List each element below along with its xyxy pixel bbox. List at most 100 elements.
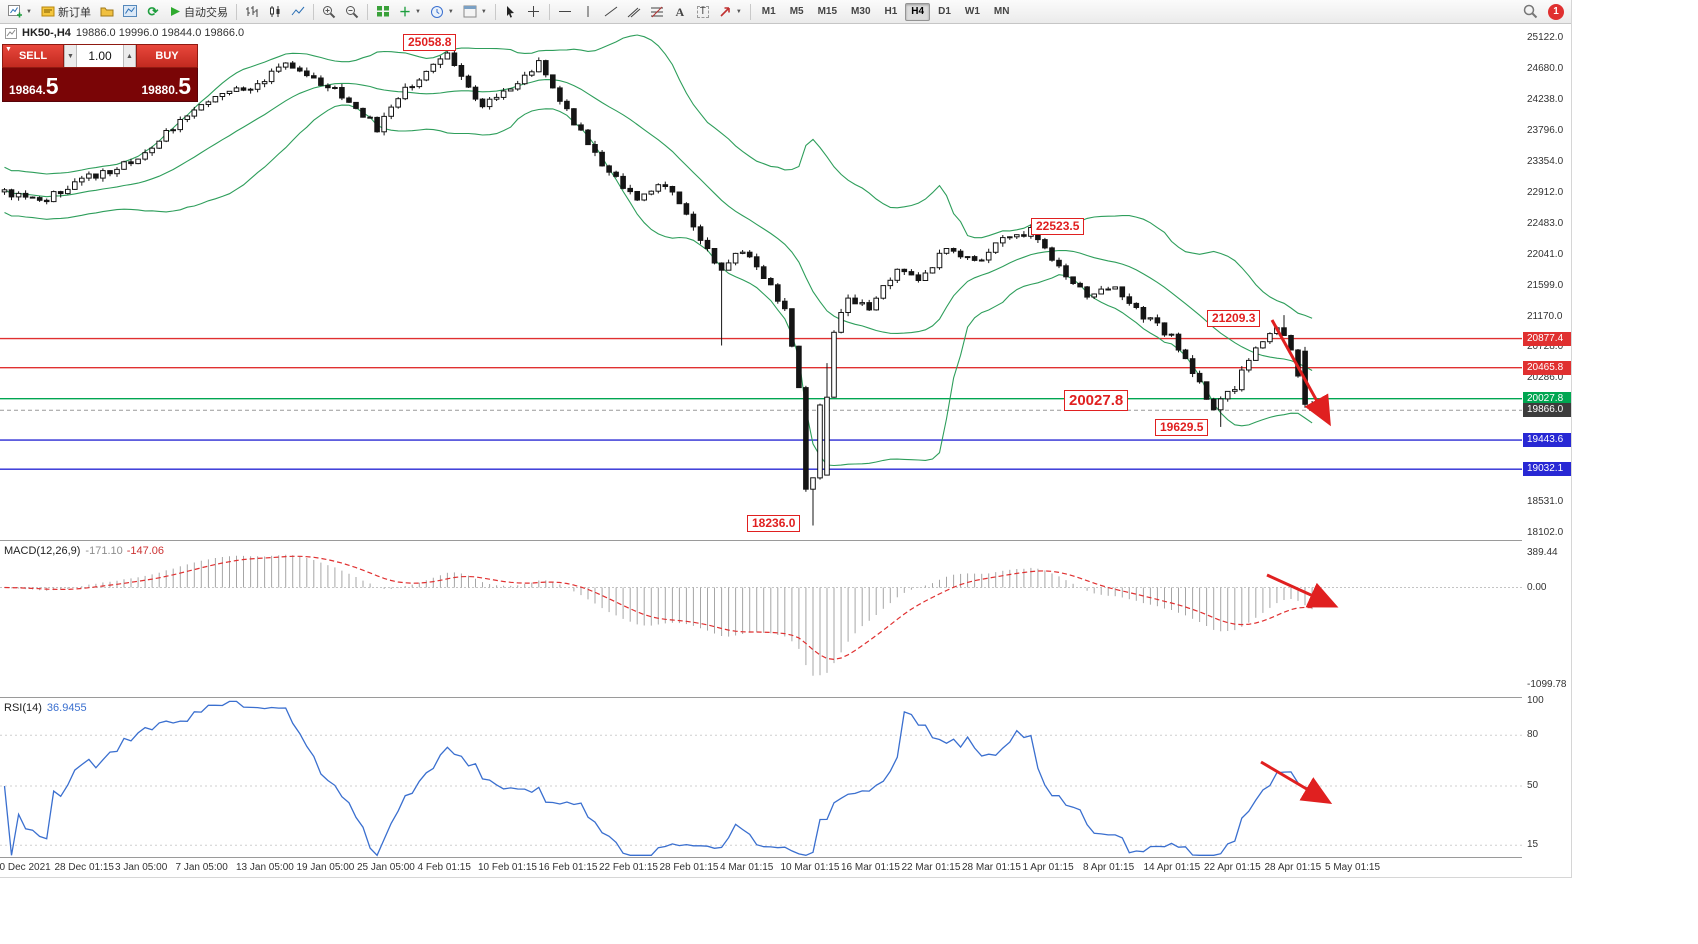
channel-button[interactable] [623, 2, 645, 22]
autotrading-label: 自动交易 [183, 6, 228, 19]
crosshair-icon [528, 6, 540, 17]
collapse-panel-icon[interactable]: ▼ [5, 46, 12, 53]
tile-windows-button[interactable] [372, 2, 394, 22]
notifications-badge[interactable]: 1 [1548, 3, 1564, 20]
autotrading-button[interactable]: 自动交易 [165, 2, 232, 22]
timeframe-button-m30[interactable]: M30 [851, 6, 871, 17]
price-axis[interactable]: 25122.0 24680.0 24238.0 23796.0 23354.0 22912… [1522, 24, 1571, 858]
time-label: 3 Jan 05:00 [115, 862, 168, 873]
price-axis-tick: 20728.0 [1527, 341, 1564, 353]
timeframe-button-m1[interactable]: M1 [761, 6, 776, 17]
price-label-annotation[interactable]: 22523.5 [1031, 218, 1085, 235]
arrows-tool-button[interactable]: ▼ [715, 2, 746, 22]
cursor-icon [507, 6, 515, 18]
volume-input[interactable]: 1.00 [88, 49, 112, 63]
folder-icon [100, 7, 114, 17]
timeframe-button-m15[interactable]: M15 [817, 6, 838, 17]
timeframe-button-h4[interactable]: H4 [905, 2, 931, 21]
new-order-button[interactable]: 新订单 [37, 2, 95, 22]
zoom-out-button[interactable] [341, 2, 363, 22]
price-label-annotation[interactable]: 19629.5 [1155, 419, 1209, 436]
time-label: 16 Mar 01:15 [841, 862, 900, 873]
chevron-down-icon: ▼ [414, 8, 421, 15]
refresh-button[interactable]: ⟳ [142, 2, 164, 22]
label-button[interactable]: T [692, 2, 714, 22]
time-label: 16 Feb 01:15 [538, 862, 598, 873]
price-label-annotation[interactable]: 25058.8 [403, 34, 457, 51]
crosshair-button[interactable] [523, 2, 545, 22]
time-label: 10 Mar 01:15 [780, 862, 840, 873]
price-axis-tick: 22912.0 [1527, 186, 1564, 198]
macd-panel-canvas[interactable] [0, 541, 1522, 697]
vertical-line-icon [587, 6, 589, 17]
time-label: 4 Mar 01:15 [720, 862, 774, 873]
volume-decrease-button[interactable]: ▼ [64, 45, 77, 67]
play-icon [170, 7, 180, 16]
sell-price[interactable]: 19864.5 [9, 73, 59, 99]
line-chart-button[interactable] [287, 2, 309, 22]
new-chart-button[interactable]: ▼ [4, 2, 36, 22]
rsi-label: RSI(14) 36.9455 [4, 702, 87, 714]
bar-chart-button[interactable] [241, 2, 263, 22]
sell-label: SELL [18, 50, 48, 62]
timeframe-button-mn[interactable]: MN [993, 6, 1010, 17]
buy-price[interactable]: 19880.5 [141, 73, 192, 99]
templates-button[interactable]: ▼ [459, 2, 491, 22]
main-chart-canvas[interactable] [0, 24, 1522, 540]
market-watch-button[interactable] [119, 2, 141, 22]
price-axis-tick: 24238.0 [1527, 93, 1564, 105]
time-label: 28 Feb 01:15 [659, 862, 719, 873]
time-label: 5 May 01:15 [1325, 862, 1381, 873]
add-indicator-icon: ＋ [398, 4, 411, 19]
panel-separator[interactable] [0, 540, 1571, 541]
price-axis-tick: 21170.0 [1527, 310, 1563, 322]
macd-axis-label: -1099.78 [1527, 679, 1567, 690]
text-button[interactable]: A [669, 2, 691, 22]
time-label: 14 Apr 01:15 [1143, 862, 1201, 873]
ohlc-values: 19886.0 19996.0 19844.0 19866.0 [75, 27, 245, 39]
trendline-button[interactable] [600, 2, 622, 22]
vertical-line-button[interactable] [577, 2, 599, 22]
price-axis-tick: 23354.0 [1527, 155, 1564, 167]
rsi-axis-label: 50 [1527, 780, 1539, 791]
periods-button[interactable]: ▼ [426, 2, 458, 22]
template-icon [463, 5, 477, 18]
price-label-annotation[interactable]: 20027.8 [1064, 390, 1129, 411]
panel-separator[interactable] [0, 697, 1571, 698]
sell-button[interactable]: ▼ SELL [2, 44, 64, 68]
horizontal-line-button[interactable] [554, 2, 576, 22]
timeframe-button-d1[interactable]: D1 [938, 6, 951, 17]
macd-signal-value: -147.06 [126, 545, 165, 557]
cursor-button[interactable] [500, 2, 522, 22]
new-order-icon [41, 6, 55, 17]
price-tag: 20465.8 [1523, 360, 1571, 375]
arrow-tool-icon [720, 7, 730, 17]
time-label: 22 Feb 01:15 [599, 862, 658, 873]
price-axis-tick: 22483.0 [1527, 217, 1564, 229]
price-label-annotation[interactable]: 21209.3 [1207, 310, 1261, 327]
panel-separator[interactable] [0, 857, 1571, 858]
symbol-period-label: HK50-,H4 [22, 27, 71, 39]
new-order-label: 新订单 [57, 6, 91, 19]
one-click-trading-panel: ▼ SELL ▼ 1.00 ▲ BUY 19864.5 19880.5 [2, 44, 198, 102]
indicators-button[interactable]: ＋ ▼ [395, 2, 425, 22]
price-axis-tick: 22041.0 [1527, 248, 1564, 260]
timeframe-button-w1[interactable]: W1 [964, 6, 980, 17]
price-axis-tick: 24680.0 [1527, 62, 1564, 74]
rsi-panel-canvas[interactable] [0, 698, 1522, 857]
rsi-axis-label: 80 [1527, 729, 1539, 741]
fibonacci-button[interactable] [646, 2, 668, 22]
buy-button[interactable]: BUY [136, 44, 198, 68]
zoom-in-button[interactable] [318, 2, 340, 22]
price-label-annotation[interactable]: 18236.0 [747, 515, 801, 532]
volume-increase-button[interactable]: ▲ [123, 45, 136, 67]
timeframe-button-m5[interactable]: M5 [789, 6, 804, 17]
refresh-icon: ⟳ [147, 4, 159, 19]
timeframe-button-h1[interactable]: H1 [884, 6, 898, 17]
bar-chart-icon [245, 6, 258, 17]
profiles-button[interactable] [96, 2, 118, 22]
search-button[interactable] [1519, 2, 1542, 22]
candlestick-chart-button[interactable] [264, 2, 286, 22]
